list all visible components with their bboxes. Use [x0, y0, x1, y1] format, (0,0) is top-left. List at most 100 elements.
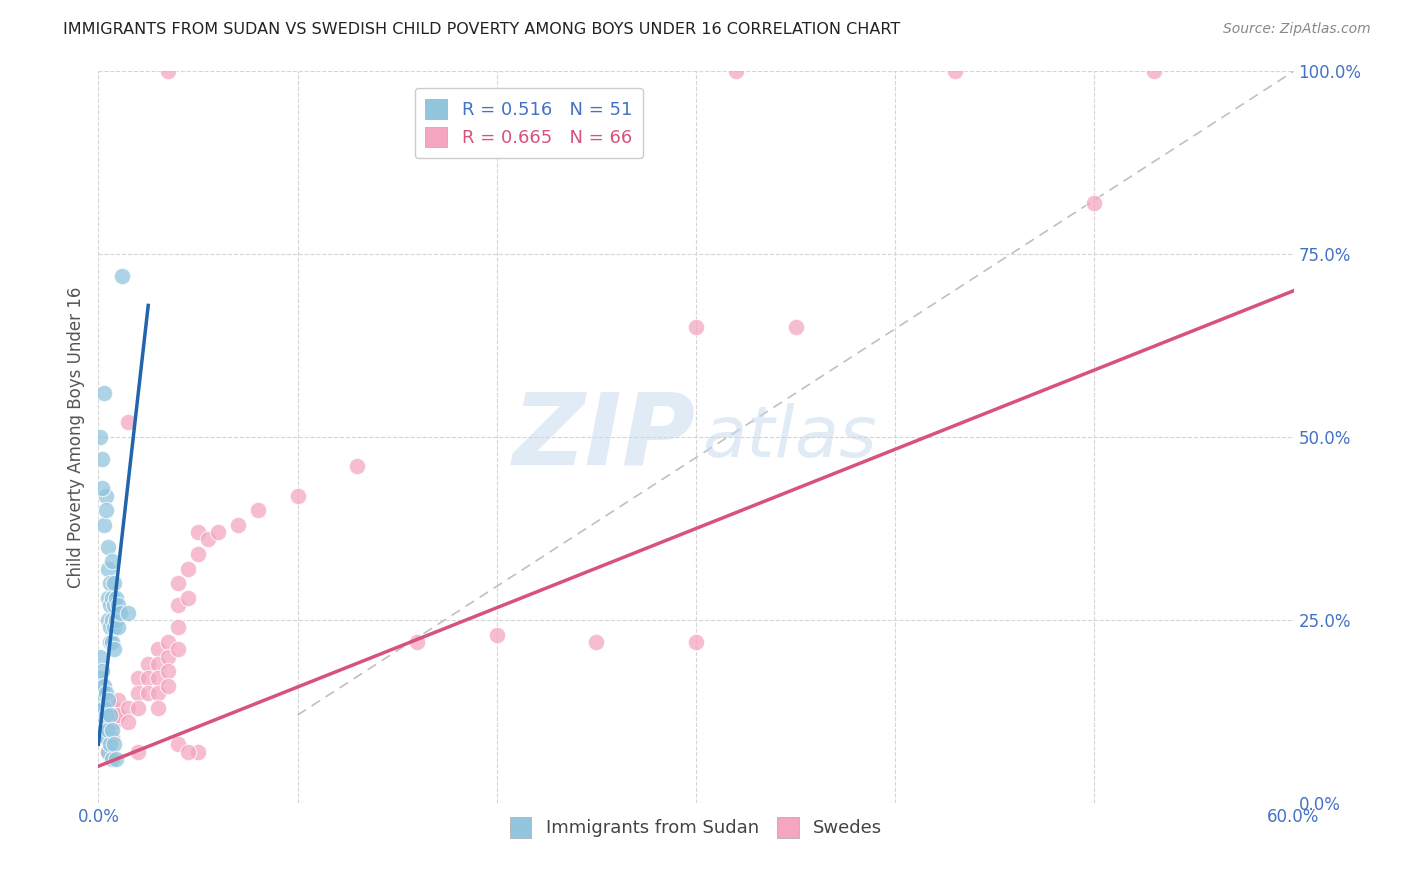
Point	[103, 642, 125, 657]
Point	[103, 715, 125, 730]
Point	[97, 700, 120, 714]
Point	[98, 576, 122, 591]
Point	[167, 620, 190, 634]
Point	[91, 481, 114, 495]
Point	[197, 533, 219, 547]
Point	[127, 672, 149, 686]
Point	[187, 547, 209, 561]
Point	[96, 715, 118, 730]
Point	[89, 672, 111, 686]
Point	[93, 700, 115, 714]
Point	[111, 269, 134, 284]
Point	[93, 700, 115, 714]
Point	[346, 459, 368, 474]
Point	[148, 657, 170, 671]
Point	[98, 693, 122, 707]
Point	[167, 737, 190, 751]
Point	[98, 737, 122, 751]
Point	[103, 599, 125, 613]
Point	[207, 525, 229, 540]
Point	[98, 635, 122, 649]
Point	[107, 708, 129, 723]
Point	[105, 752, 128, 766]
Point	[148, 642, 170, 657]
Point	[101, 554, 124, 568]
Point	[167, 599, 190, 613]
Point	[97, 591, 120, 605]
Legend: Immigrants from Sudan, Swedes: Immigrants from Sudan, Swedes	[502, 810, 890, 845]
Point	[157, 649, 180, 664]
Point	[136, 672, 159, 686]
Point	[101, 635, 124, 649]
Point	[105, 708, 128, 723]
Point	[97, 562, 120, 576]
Point	[91, 452, 114, 467]
Point	[117, 700, 139, 714]
Point	[89, 649, 111, 664]
Point	[167, 642, 190, 657]
Point	[107, 620, 129, 634]
Point	[117, 606, 139, 620]
Point	[103, 700, 125, 714]
Point	[1083, 196, 1105, 211]
Point	[93, 679, 115, 693]
Point	[98, 737, 122, 751]
Point	[117, 416, 139, 430]
Point	[148, 700, 170, 714]
Point	[585, 635, 607, 649]
Point	[157, 635, 180, 649]
Point	[91, 664, 114, 678]
Point	[685, 635, 707, 649]
Point	[98, 620, 122, 634]
Point	[93, 723, 115, 737]
Point	[157, 679, 180, 693]
Point	[117, 715, 139, 730]
Point	[101, 723, 124, 737]
Point	[406, 635, 429, 649]
Point	[96, 503, 118, 517]
Point	[110, 606, 132, 620]
Point	[91, 708, 114, 723]
Point	[97, 613, 120, 627]
Point	[96, 708, 118, 723]
Point	[89, 693, 111, 707]
Point	[103, 576, 125, 591]
Point	[136, 686, 159, 700]
Point	[101, 730, 124, 744]
Point	[96, 730, 118, 744]
Point	[685, 320, 707, 334]
Point	[103, 737, 125, 751]
Point	[226, 517, 249, 532]
Text: IMMIGRANTS FROM SUDAN VS SWEDISH CHILD POVERTY AMONG BOYS UNDER 16 CORRELATION C: IMMIGRANTS FROM SUDAN VS SWEDISH CHILD P…	[63, 22, 900, 37]
Point	[187, 525, 209, 540]
Point	[97, 540, 120, 554]
Point	[187, 745, 209, 759]
Point	[785, 320, 807, 334]
Point	[136, 657, 159, 671]
Point	[105, 613, 128, 627]
Point	[101, 752, 124, 766]
Point	[98, 708, 122, 723]
Point	[943, 64, 966, 78]
Point	[98, 599, 122, 613]
Point	[148, 672, 170, 686]
Point	[105, 591, 128, 605]
Text: Source: ZipAtlas.com: Source: ZipAtlas.com	[1223, 22, 1371, 37]
Point	[177, 591, 200, 605]
Point	[485, 627, 508, 641]
Point	[177, 562, 200, 576]
Point	[127, 686, 149, 700]
Point	[157, 64, 180, 78]
Point	[97, 745, 120, 759]
Point	[157, 664, 180, 678]
Point	[96, 686, 118, 700]
Point	[107, 599, 129, 613]
Point	[127, 745, 149, 759]
Point	[287, 489, 309, 503]
Point	[91, 686, 114, 700]
Point	[167, 576, 190, 591]
Point	[93, 386, 115, 401]
Point	[101, 613, 124, 627]
Point	[127, 700, 149, 714]
Point	[103, 620, 125, 634]
